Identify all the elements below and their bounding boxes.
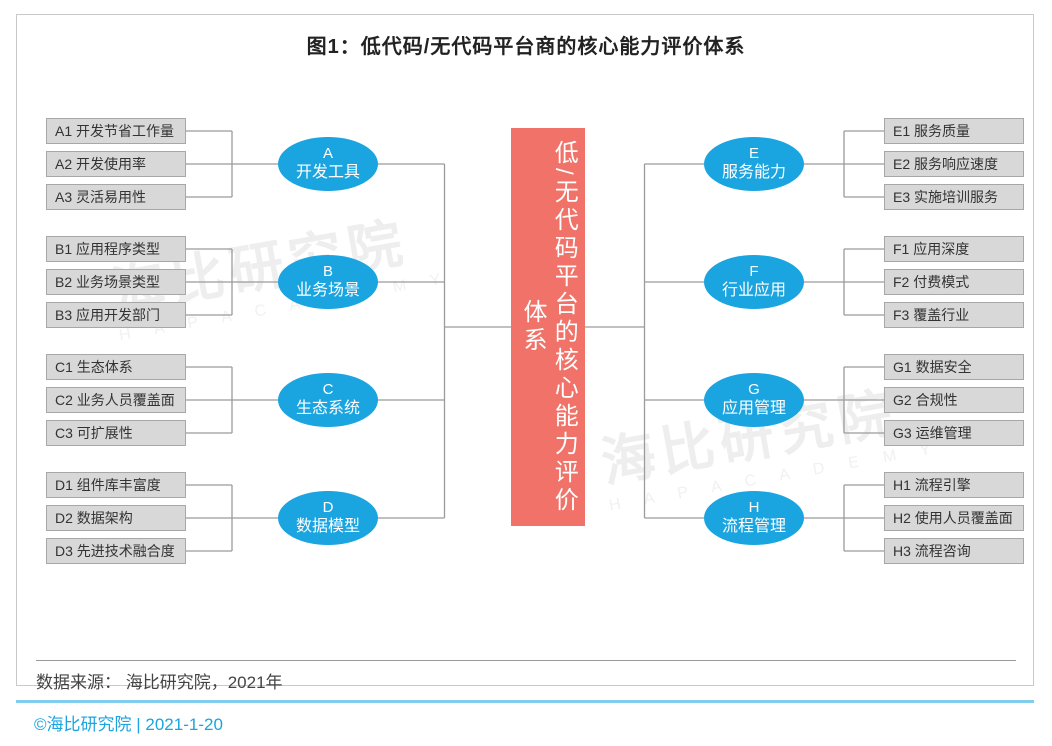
footer-rule [16, 700, 1034, 703]
leaf-F3: F3 覆盖行业 [884, 302, 1024, 328]
leaf-H2: H2 使用人员覆盖面 [884, 505, 1024, 531]
category-C: C生态系统 [278, 373, 378, 427]
center-topic: 低/无代码平台的核心能力评价体系 [511, 128, 585, 526]
leaf-E3: E3 实施培训服务 [884, 184, 1024, 210]
leaf-D1: D1 组件库丰富度 [46, 472, 186, 498]
leaf-A2: A2 开发使用率 [46, 151, 186, 177]
category-D: D数据模型 [278, 491, 378, 545]
leaf-G1: G1 数据安全 [884, 354, 1024, 380]
leaf-D2: D2 数据架构 [46, 505, 186, 531]
leaf-C2: C2 业务人员覆盖面 [46, 387, 186, 413]
leaf-E2: E2 服务响应速度 [884, 151, 1024, 177]
leaf-H3: H3 流程咨询 [884, 538, 1024, 564]
leaf-D3: D3 先进技术融合度 [46, 538, 186, 564]
leaf-H1: H1 流程引擎 [884, 472, 1024, 498]
leaf-F1: F1 应用深度 [884, 236, 1024, 262]
leaf-F2: F2 付费模式 [884, 269, 1024, 295]
leaf-A3: A3 灵活易用性 [46, 184, 186, 210]
leaf-A1: A1 开发节省工作量 [46, 118, 186, 144]
leaf-E1: E1 服务质量 [884, 118, 1024, 144]
chart-title: 图1：低代码/无代码平台商的核心能力评价体系 [0, 30, 1052, 59]
leaf-G3: G3 运维管理 [884, 420, 1024, 446]
leaf-C3: C3 可扩展性 [46, 420, 186, 446]
leaf-B3: B3 应用开发部门 [46, 302, 186, 328]
category-G: G应用管理 [704, 373, 804, 427]
data-source-label: 数据来源： 海比研究院，2021年 [36, 668, 283, 693]
category-B: B业务场景 [278, 255, 378, 309]
category-H: H流程管理 [704, 491, 804, 545]
category-F: F行业应用 [704, 255, 804, 309]
footer-credit: ©海比研究院 | 2021-1-20 [34, 710, 223, 735]
divider [36, 660, 1016, 661]
leaf-B2: B2 业务场景类型 [46, 269, 186, 295]
category-A: A开发工具 [278, 137, 378, 191]
category-E: E服务能力 [704, 137, 804, 191]
leaf-G2: G2 合规性 [884, 387, 1024, 413]
leaf-B1: B1 应用程序类型 [46, 236, 186, 262]
leaf-C1: C1 生态体系 [46, 354, 186, 380]
